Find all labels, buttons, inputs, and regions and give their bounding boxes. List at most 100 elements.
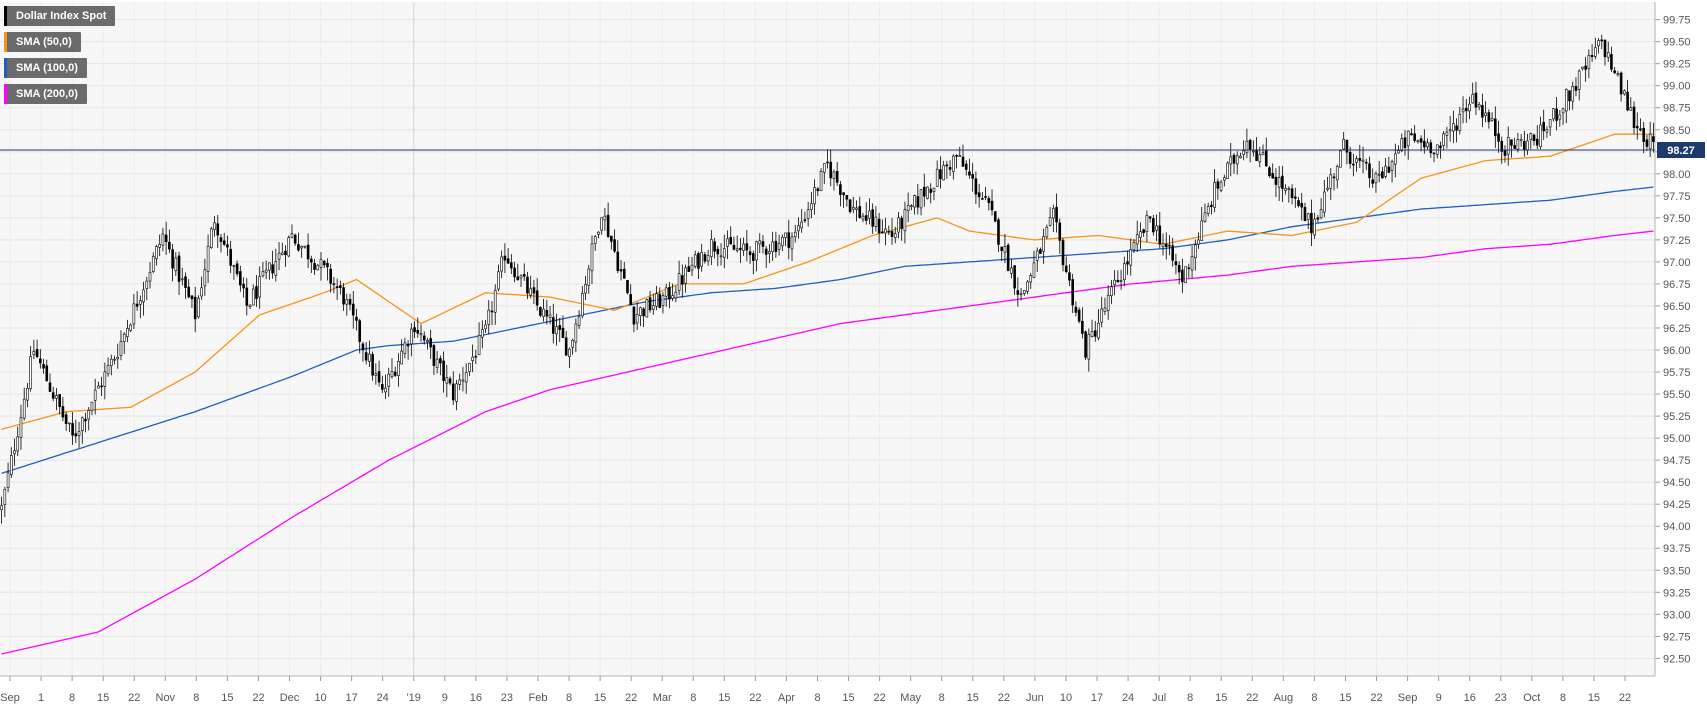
candle-body [903, 209, 907, 232]
candle-body [371, 354, 374, 376]
candle-body [1629, 107, 1633, 111]
candle-body [226, 244, 229, 248]
x-tick-label: 22 [1246, 692, 1258, 704]
candle-body [293, 234, 297, 244]
candle-body [87, 410, 91, 420]
candle-body [1639, 128, 1642, 131]
candle-body [1013, 265, 1016, 289]
candle-body [1368, 163, 1371, 179]
candle-body [1403, 137, 1407, 148]
candle-body [764, 248, 768, 255]
candle-body [190, 295, 194, 300]
candle-body [500, 256, 503, 272]
candle-body [735, 248, 739, 251]
candle-body [174, 257, 178, 271]
y-tick-label: 93.25 [1663, 587, 1691, 599]
y-tick-label: 97.00 [1663, 257, 1691, 269]
legend-item-dollar-index[interactable]: Dollar Index Spot [4, 6, 116, 26]
candle-body [1190, 256, 1194, 271]
candle-body [910, 205, 913, 207]
candle-body [1245, 140, 1249, 154]
candle-body [29, 356, 32, 389]
candle-body [1552, 108, 1555, 120]
candle-body [558, 325, 562, 330]
candle-body [1319, 209, 1323, 219]
candle-body [126, 328, 129, 337]
x-tick-label: 15 [97, 692, 109, 704]
candle-body [848, 199, 852, 212]
candle-body [622, 268, 626, 279]
legend-label: Dollar Index Spot [16, 10, 107, 22]
candle-body [332, 283, 336, 285]
candle-body [1326, 187, 1329, 190]
candle-body [161, 233, 165, 246]
y-tick-label: 94.25 [1663, 499, 1691, 511]
candle-body [1129, 249, 1133, 266]
candle-body [310, 258, 313, 263]
candle-body [732, 244, 736, 250]
candle-body [248, 304, 252, 307]
candle-body [906, 205, 910, 212]
candle-body [93, 389, 97, 401]
candle-body [177, 255, 181, 282]
candle-body [1110, 286, 1113, 297]
candle-body [1487, 112, 1491, 123]
current-price-badge [1657, 142, 1705, 159]
candle-body [213, 222, 216, 230]
x-tick-label: May [900, 692, 921, 704]
candle-body [1274, 176, 1278, 185]
candle-body [987, 198, 991, 203]
y-tick-label: 98.00 [1663, 169, 1691, 181]
candle-body [655, 293, 658, 307]
legend-item-sma-200[interactable]: SMA (200,0) [4, 84, 87, 104]
candle-body [68, 422, 71, 425]
candle-body [1652, 136, 1655, 142]
candle-body [693, 254, 697, 267]
candle-body [1061, 239, 1065, 266]
candle-body [1410, 133, 1413, 136]
x-tick-label: Aug [1274, 692, 1294, 704]
candle-body [922, 186, 926, 197]
candle-body [545, 309, 549, 317]
legend-item-sma-50[interactable]: SMA (50,0) [4, 32, 81, 52]
candle-body [1171, 245, 1174, 261]
candle-body [1519, 138, 1523, 141]
candle-body [1458, 113, 1462, 131]
candle-body [977, 192, 981, 198]
candle-body [690, 264, 694, 271]
candle-body [1258, 154, 1262, 163]
candle-body [1632, 106, 1636, 128]
candle-body [1022, 290, 1026, 294]
x-tick-label: Oct [1523, 692, 1540, 704]
candle-body [432, 345, 436, 366]
candle-body [1384, 165, 1387, 177]
y-tick-label: 92.50 [1663, 653, 1691, 665]
candle-body [742, 243, 745, 251]
candle-body [303, 245, 307, 248]
candle-body [1490, 118, 1494, 121]
candle-body [197, 297, 200, 318]
candle-body [561, 327, 565, 338]
sma-200-line [1, 230, 1654, 655]
candle-body [590, 243, 594, 272]
y-tick-label: 98.75 [1663, 103, 1691, 115]
candle-body [1103, 307, 1107, 312]
legend-item-sma-100[interactable]: SMA (100,0) [4, 58, 87, 78]
candle-body [1506, 137, 1510, 155]
candle-body [1187, 267, 1191, 270]
candle-body [148, 272, 152, 282]
x-tick-label: 16 [470, 692, 482, 704]
candle-body [232, 265, 236, 267]
candle-body [1448, 129, 1452, 132]
candle-body [787, 232, 791, 248]
x-tick-label: 23 [1495, 692, 1507, 704]
candle-body [306, 244, 310, 260]
x-tick-label: Jul [1152, 692, 1166, 704]
candle-body [135, 303, 139, 307]
candle-body [290, 233, 294, 238]
candle-body [1084, 331, 1087, 358]
candle-body [1474, 92, 1478, 108]
candle-body [1445, 131, 1449, 136]
candle-body [1284, 188, 1287, 191]
candle-body [1635, 125, 1639, 129]
